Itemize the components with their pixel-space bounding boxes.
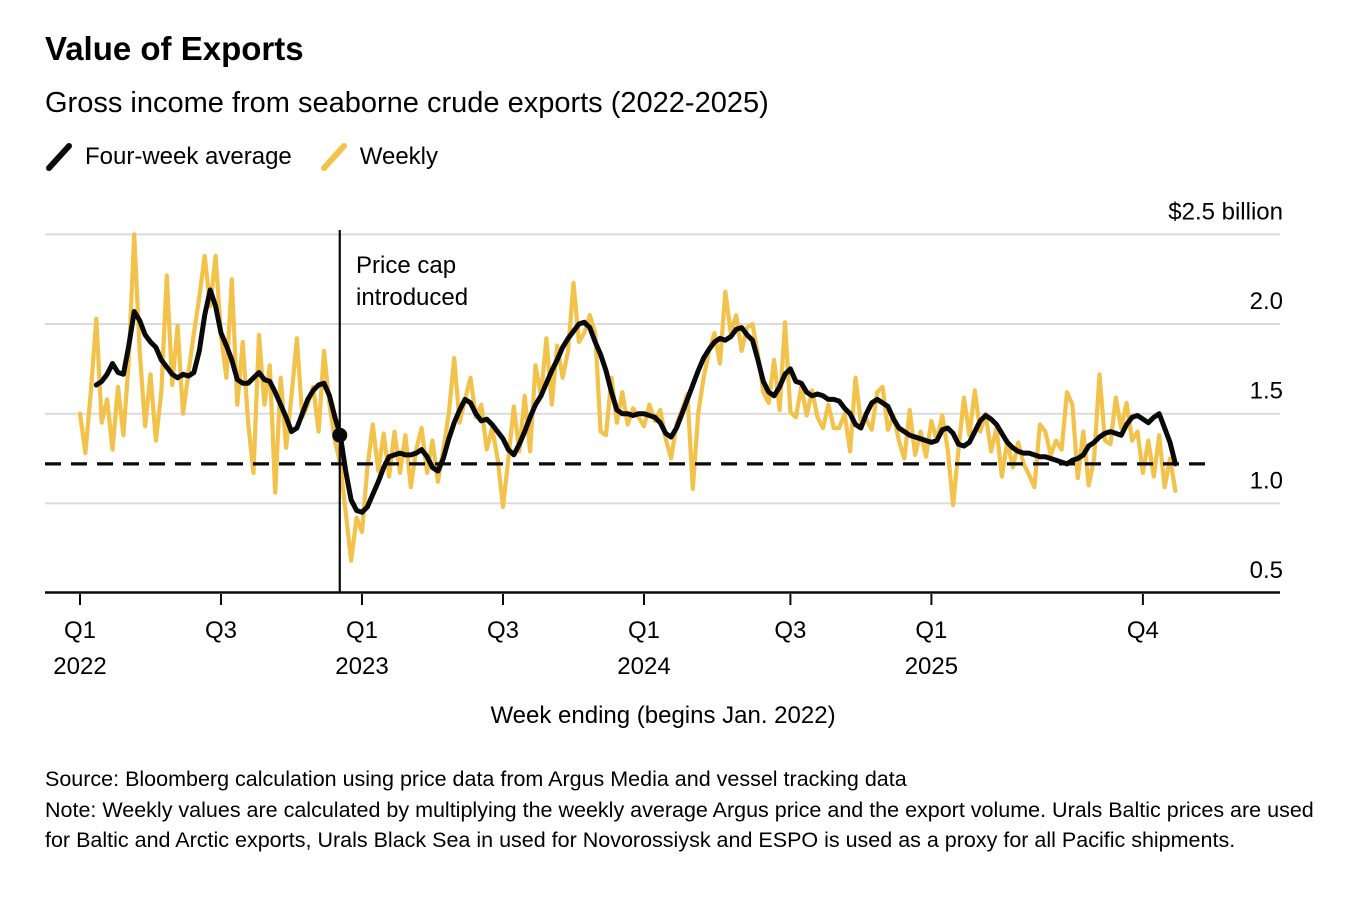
legend-label: Four-week average [85, 143, 292, 170]
yellow-slash-icon [320, 143, 347, 171]
chart-footer: Source: Bloomberg calculation using pric… [45, 764, 1335, 855]
x-tick-label: Q1 [628, 617, 660, 644]
legend-item-four-week-average: Four-week average [45, 143, 292, 171]
x-tick-year-label: 2022 [53, 653, 106, 680]
price-cap-marker [332, 427, 348, 443]
x-tick-label: Q4 [1127, 617, 1159, 644]
source-text: Source: Bloomberg calculation using pric… [45, 767, 907, 791]
black-slash-icon [46, 143, 72, 171]
chart-title: Value of Exports [45, 30, 304, 67]
x-tick-year-label: 2025 [905, 653, 958, 680]
y-tick-label-2: 2.0 [1250, 288, 1283, 315]
note-text: Note: Weekly values are calculated by mu… [45, 798, 1314, 853]
x-tick-year-label: 2023 [335, 653, 388, 680]
legend-label: Weekly [359, 143, 439, 170]
x-tick-label: Q3 [487, 617, 519, 644]
x-tick-label: Q1 [346, 617, 378, 644]
four-week-average-line [93, 287, 1178, 515]
y-tick-label-1: 1.0 [1250, 467, 1283, 494]
y-tick-label-0.5: 0.5 [1250, 557, 1283, 584]
x-tick-label: Q1 [64, 617, 96, 644]
chart-subtitle: Gross income from seaborne crude exports… [45, 87, 769, 119]
weekly-line [77, 232, 1178, 563]
price-cap-annotation: Price cap introduced [356, 252, 469, 311]
x-tick-label: Q3 [774, 617, 806, 644]
x-axis-title: Week ending (begins Jan. 2022) [490, 702, 836, 729]
legend-item-weekly: Weekly [320, 143, 438, 171]
y-tick-label-1.5: 1.5 [1250, 378, 1283, 405]
x-tick-label: Q1 [915, 617, 947, 644]
y-tick-label-2.5: $2.5 billion [1168, 198, 1283, 225]
chart-legend: Four-week average Weekly [45, 141, 438, 173]
x-tick-year-label: 2024 [617, 653, 670, 680]
x-tick-label: Q3 [205, 617, 237, 644]
